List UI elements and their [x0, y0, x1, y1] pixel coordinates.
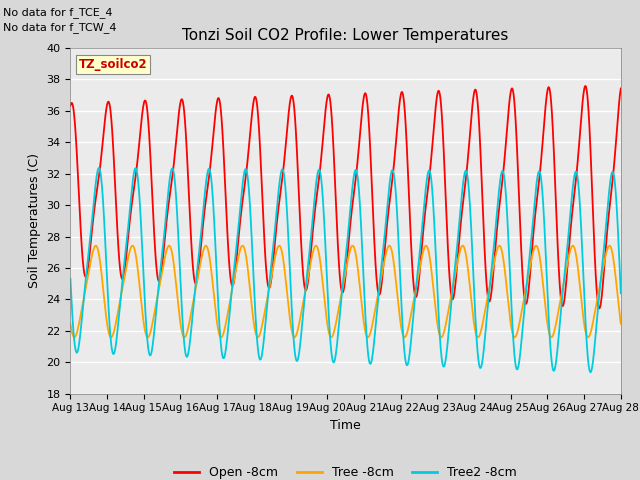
- Tree2 -8cm: [601, 233, 609, 239]
- Open -8cm: [500, 164, 508, 170]
- Text: No data for f_TCW_4: No data for f_TCW_4: [3, 22, 116, 33]
- Tree2 -8cm: [95, 166, 102, 171]
- Title: Tonzi Soil CO2 Profile: Lower Temperatures: Tonzi Soil CO2 Profile: Lower Temperatur…: [182, 28, 509, 43]
- Tree -8cm: [602, 254, 609, 260]
- Open -8cm: [601, 253, 609, 259]
- Tree2 -8cm: [67, 276, 74, 282]
- Tree2 -8cm: [335, 329, 342, 335]
- Open -8cm: [95, 177, 102, 182]
- Tree2 -8cm: [587, 369, 595, 375]
- Text: TZ_soilco2: TZ_soilco2: [79, 59, 147, 72]
- Tree -8cm: [67, 321, 74, 326]
- Tree2 -8cm: [602, 230, 609, 236]
- Tree -8cm: [320, 292, 328, 298]
- Tree -8cm: [601, 255, 609, 261]
- Line: Open -8cm: Open -8cm: [70, 86, 621, 308]
- Open -8cm: [617, 85, 625, 91]
- Tree2 -8cm: [320, 210, 328, 216]
- Tree -8cm: [202, 243, 210, 249]
- Tree -8cm: [95, 249, 102, 255]
- Legend: Open -8cm, Tree -8cm, Tree2 -8cm: Open -8cm, Tree -8cm, Tree2 -8cm: [169, 461, 522, 480]
- Tree2 -8cm: [95, 165, 102, 171]
- Y-axis label: Soil Temperatures (C): Soil Temperatures (C): [28, 153, 41, 288]
- Tree -8cm: [335, 306, 342, 312]
- Open -8cm: [334, 245, 342, 251]
- Open -8cm: [67, 103, 74, 108]
- Open -8cm: [319, 130, 327, 136]
- Tree -8cm: [617, 321, 625, 326]
- Tree2 -8cm: [617, 290, 625, 296]
- Tree -8cm: [291, 335, 298, 340]
- Line: Tree2 -8cm: Tree2 -8cm: [70, 168, 621, 372]
- Tree2 -8cm: [500, 173, 508, 179]
- Open -8cm: [595, 305, 603, 311]
- Open -8cm: [602, 250, 609, 255]
- Text: No data for f_TCE_4: No data for f_TCE_4: [3, 7, 113, 18]
- Line: Tree -8cm: Tree -8cm: [70, 246, 621, 337]
- Open -8cm: [582, 83, 589, 89]
- Tree -8cm: [500, 264, 508, 269]
- X-axis label: Time: Time: [330, 419, 361, 432]
